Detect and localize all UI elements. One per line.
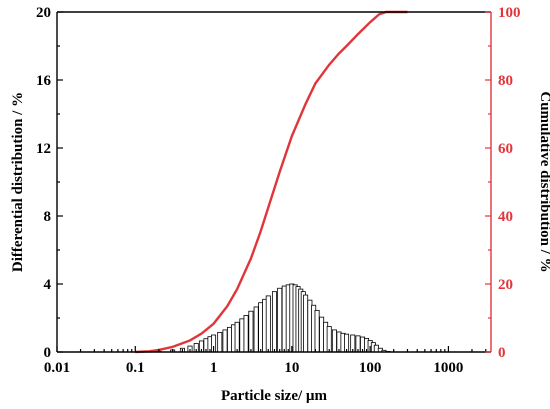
x-tick-label: 1000 — [433, 360, 463, 376]
histogram-bar — [303, 294, 309, 353]
histogram-bar — [281, 285, 287, 353]
histogram-bar — [265, 295, 271, 353]
histogram-bar — [326, 326, 332, 353]
y2-tick-label: 20 — [498, 277, 513, 293]
y2-axis-title: Cumulative distribution / % — [537, 91, 550, 272]
x-tick-label: 10 — [284, 360, 299, 376]
y2-tick-label: 0 — [498, 345, 506, 361]
cumulative-line-layer — [135, 10, 408, 354]
histogram-bar — [373, 344, 379, 353]
histogram-bar — [331, 329, 337, 353]
histogram-bar — [227, 326, 233, 353]
y2-tick-label: 80 — [498, 73, 513, 89]
x-axis-title: Particle size/ µm — [221, 388, 328, 404]
y2-tick-label: 60 — [498, 141, 513, 157]
histogram-bar — [253, 306, 259, 353]
x-tick-label: 1 — [210, 360, 218, 376]
y-axis-title: Differential distribution / % — [10, 92, 26, 272]
x-tick-label: 0.01 — [44, 360, 70, 376]
y-tick-label: 20 — [36, 5, 51, 21]
histogram-bar — [217, 332, 223, 353]
y-tick-label: 16 — [36, 73, 52, 89]
y-tick-label: 8 — [44, 209, 52, 225]
histogram-bar — [314, 309, 320, 353]
y-tick-label: 4 — [44, 277, 52, 293]
y2-tick-label: 40 — [498, 209, 513, 225]
histogram-bar — [319, 316, 325, 353]
histogram-bar — [271, 291, 277, 353]
histogram-bar — [243, 315, 249, 353]
bars-layer — [146, 283, 391, 353]
histogram-bar — [222, 329, 228, 353]
y-tick-label: 12 — [36, 141, 51, 157]
cumulative-distribution-line — [135, 10, 408, 354]
x-tick-label: 0.1 — [126, 360, 145, 376]
y-tick-label: 0 — [44, 345, 52, 361]
histogram-bar — [234, 321, 240, 353]
histogram-bar — [248, 310, 254, 353]
histogram-bar — [239, 318, 245, 353]
histogram-bar — [258, 302, 264, 353]
ticks-layer: 0.01 0.1 1 10 100 1000 0 4 8 12 16 20 0 20 40 60 80 100 — [36, 5, 521, 376]
histogram-bar — [277, 287, 283, 353]
y2-tick-label: 100 — [498, 5, 521, 21]
x-tick-label: 100 — [359, 360, 382, 376]
histogram-bar — [336, 331, 342, 353]
